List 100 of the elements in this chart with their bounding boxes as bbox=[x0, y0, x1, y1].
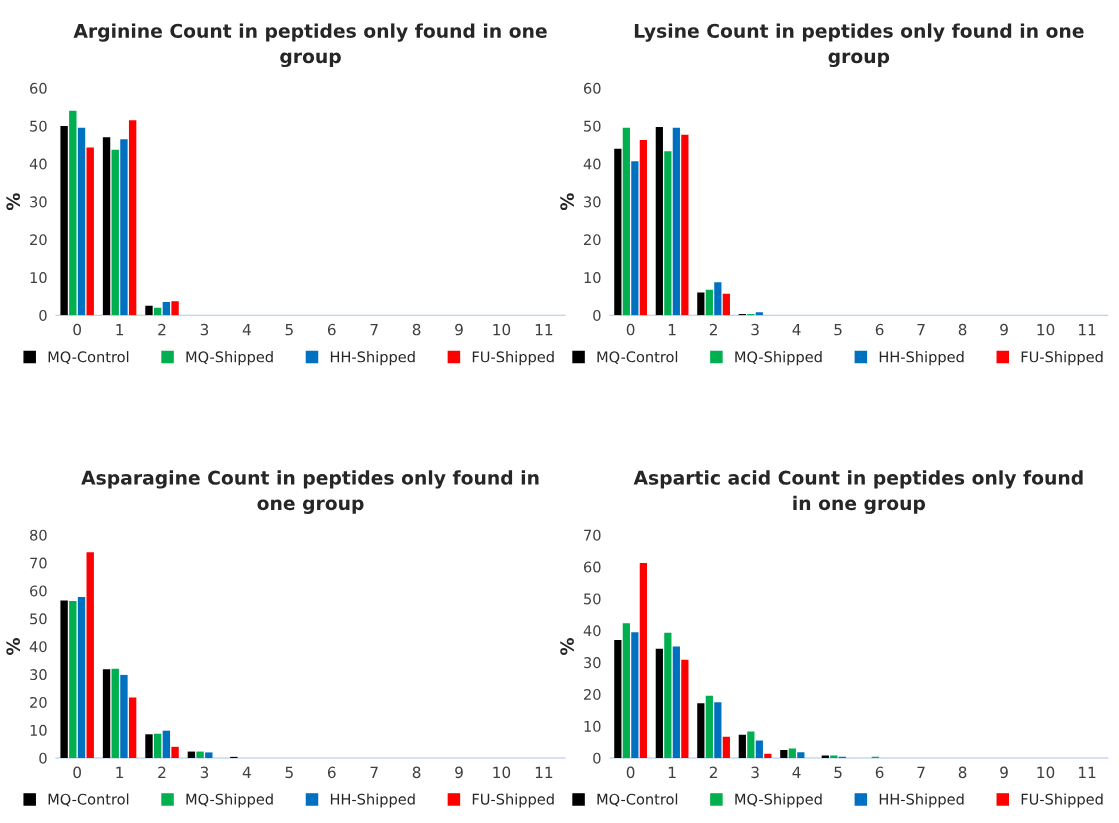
x-tick-label: 5 bbox=[834, 766, 842, 779]
bar bbox=[631, 161, 639, 316]
bar bbox=[77, 127, 86, 316]
x-tick-label: 10 bbox=[1037, 323, 1055, 336]
y-tick-label: 20 bbox=[584, 234, 601, 246]
y-tick-label: 20 bbox=[30, 696, 47, 708]
y-tick-label: 20 bbox=[584, 688, 601, 701]
bar bbox=[631, 632, 639, 758]
y-tick-label: 50 bbox=[584, 593, 601, 605]
x-tick-label: 4 bbox=[242, 324, 251, 336]
bar bbox=[655, 127, 663, 316]
bar bbox=[205, 752, 213, 758]
bar bbox=[102, 137, 111, 316]
bar bbox=[60, 600, 68, 758]
legend-label: MQ-Control bbox=[48, 793, 129, 807]
bar bbox=[171, 746, 179, 758]
bar bbox=[102, 669, 111, 758]
bar bbox=[614, 640, 622, 758]
legend-label: MQ-Shipped bbox=[186, 793, 273, 808]
y-tick-label: 50 bbox=[30, 613, 47, 625]
bar bbox=[655, 648, 663, 758]
y-tick-label: 0 bbox=[39, 752, 47, 764]
x-tick-label: 11 bbox=[1079, 766, 1096, 778]
text: MQ-Control bbox=[597, 351, 678, 365]
x-tick-label: 4 bbox=[792, 766, 801, 778]
bar bbox=[672, 646, 680, 758]
bar bbox=[128, 120, 137, 316]
y-tick-label: 30 bbox=[584, 657, 601, 669]
bar bbox=[722, 293, 730, 316]
x-tick-label: 8 bbox=[412, 766, 421, 779]
x-tick-label: 8 bbox=[412, 323, 421, 336]
x-tick-label: 0 bbox=[626, 323, 635, 336]
y-tick-label: 60 bbox=[583, 561, 601, 573]
bar bbox=[120, 139, 128, 316]
x-tick-label: 4 bbox=[792, 324, 801, 336]
legend-label: HH-Shipped bbox=[879, 351, 964, 366]
legend-label: MQ-Control bbox=[48, 351, 129, 365]
x-tick-label: 11 bbox=[535, 324, 553, 336]
x-tick-label: 8 bbox=[958, 766, 967, 779]
bar bbox=[153, 733, 162, 758]
bar bbox=[111, 668, 119, 758]
legend-label: FU-Shipped bbox=[1021, 351, 1103, 366]
bar bbox=[664, 151, 672, 316]
y-tick-label: 50 bbox=[30, 120, 47, 132]
bar bbox=[830, 755, 838, 758]
y-tick-label: 50 bbox=[584, 120, 601, 132]
bar bbox=[705, 289, 713, 316]
y-tick-label: 20 bbox=[30, 234, 47, 246]
x-tick-label: 6 bbox=[875, 766, 884, 779]
bar bbox=[77, 597, 86, 758]
bar bbox=[747, 731, 755, 758]
bar bbox=[681, 134, 689, 316]
legend-label: FU-Shipped bbox=[472, 351, 554, 366]
x-tick-label: 4 bbox=[242, 766, 251, 778]
legend-label: MQ-Shipped bbox=[735, 793, 822, 808]
bar bbox=[128, 697, 137, 758]
bar bbox=[622, 127, 630, 316]
y-axis-title: % bbox=[6, 638, 21, 655]
x-tick-label: 3 bbox=[751, 323, 759, 336]
x-tick-label: 3 bbox=[751, 766, 759, 779]
bar bbox=[69, 601, 77, 758]
x-tick-label: 7 bbox=[370, 766, 378, 778]
x-tick-label: 10 bbox=[493, 766, 511, 779]
chart-title: Lysine Count in peptides only found in one group bbox=[634, 23, 1084, 68]
y-tick-label: 60 bbox=[30, 585, 47, 597]
y-tick-label: 10 bbox=[30, 272, 47, 284]
x-tick-label: 7 bbox=[917, 766, 925, 778]
bar bbox=[697, 292, 705, 316]
bar bbox=[639, 139, 647, 316]
legend-label: FU-Shipped bbox=[1021, 793, 1103, 808]
bar bbox=[664, 632, 672, 758]
bar bbox=[171, 301, 179, 316]
bar bbox=[120, 674, 128, 758]
bar bbox=[639, 562, 647, 758]
bar bbox=[672, 127, 680, 316]
y-tick-label: 0 bbox=[593, 309, 601, 321]
chart-title: Asparagine Count in peptides only found in one group bbox=[81, 470, 539, 514]
y-tick-label: 30 bbox=[30, 669, 47, 681]
bar bbox=[821, 755, 829, 758]
y-tick-label: 10 bbox=[584, 272, 601, 284]
text: MQ-Control bbox=[597, 793, 678, 807]
y-tick-label: 10 bbox=[584, 720, 601, 732]
x-tick-label: 1 bbox=[668, 766, 676, 778]
bar bbox=[788, 748, 796, 758]
bar bbox=[697, 703, 705, 758]
legend-label: FU-Shipped bbox=[472, 793, 554, 808]
y-axis-title: % bbox=[560, 193, 574, 211]
x-tick-label: 2 bbox=[709, 766, 717, 778]
x-tick-label: 5 bbox=[285, 766, 293, 779]
bar bbox=[162, 730, 171, 758]
bar bbox=[705, 695, 713, 758]
x-tick-label: 1 bbox=[116, 766, 124, 778]
x-tick-label: 7 bbox=[917, 324, 925, 336]
legend-label: HH-Shipped bbox=[330, 351, 415, 366]
x-tick-label: 3 bbox=[200, 323, 209, 336]
x-tick-label: 9 bbox=[455, 323, 463, 336]
y-tick-label: 0 bbox=[593, 752, 601, 764]
y-tick-label: 30 bbox=[30, 196, 47, 208]
bar bbox=[86, 552, 94, 758]
bar bbox=[714, 702, 722, 758]
